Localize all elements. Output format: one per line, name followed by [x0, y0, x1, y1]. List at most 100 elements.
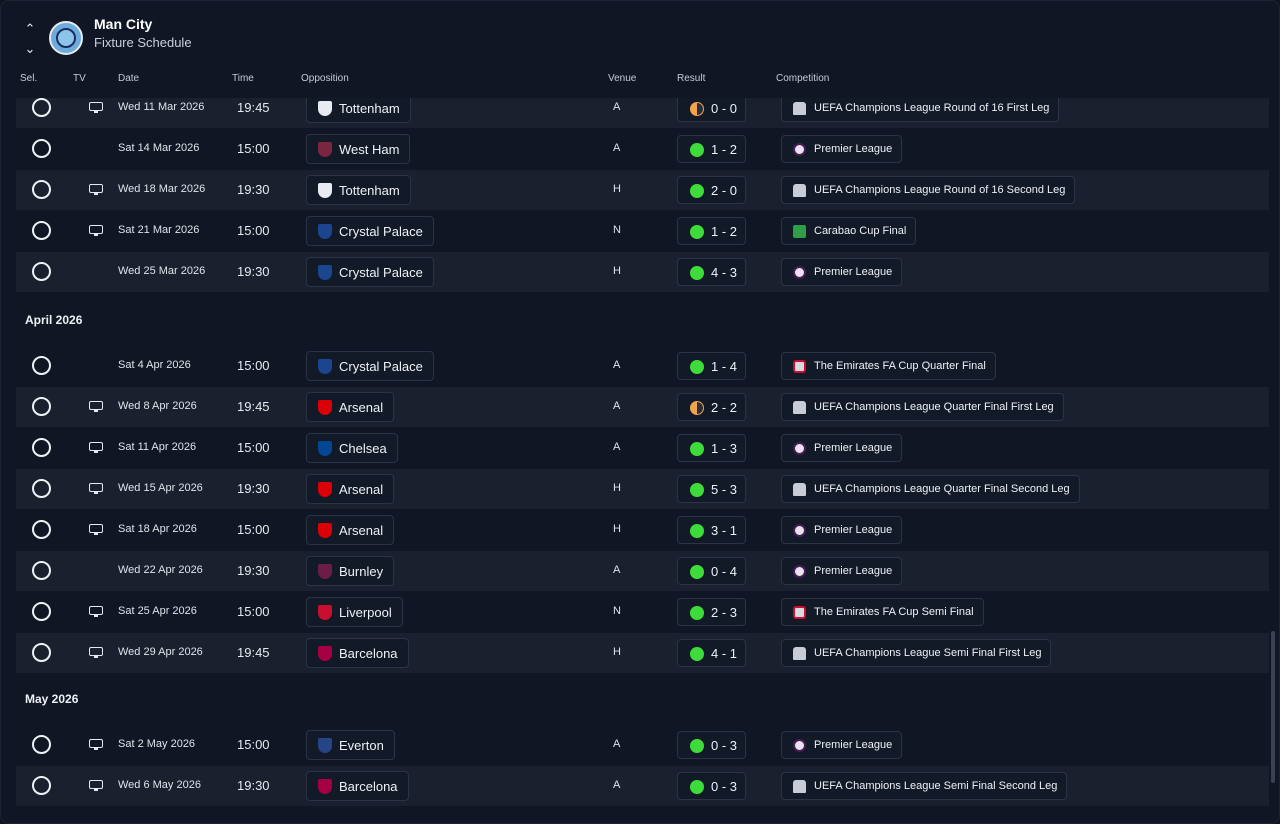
competition-button[interactable]: Premier League [781, 258, 903, 286]
opposition-button[interactable]: West Ham [306, 134, 411, 164]
result-button[interactable]: 1 - 2 [677, 135, 746, 163]
competition-button[interactable]: Premier League [781, 135, 903, 163]
competition-button[interactable]: UEFA Champions League Round of 16 Second… [781, 176, 1076, 204]
fixture-row[interactable]: Sat 25 Apr 2026 15:00 Liverpool N 2 - 3 The E… [16, 592, 1269, 632]
chevron-down-icon[interactable]: ⌄ [24, 41, 36, 56]
column-header-date[interactable]: Date [118, 73, 140, 84]
select-radio[interactable] [32, 139, 51, 158]
select-radio[interactable] [32, 776, 51, 795]
result-button[interactable]: 0 - 3 [677, 772, 746, 800]
fixture-row[interactable]: Wed 29 Apr 2026 19:45 Barcelona H 4 - 1 UEFA … [16, 633, 1269, 673]
select-radio[interactable] [32, 221, 51, 240]
result-score: 3 - 1 [711, 523, 738, 538]
fixture-row[interactable]: Wed 22 Apr 2026 19:30 Burnley A 0 - 4 Premier… [16, 551, 1269, 591]
competition-button[interactable]: UEFA Champions League Quarter Final Seco… [781, 475, 1080, 503]
opposition-button[interactable]: Crystal Palace [306, 351, 434, 381]
result-button[interactable]: 2 - 3 [677, 598, 746, 626]
column-header-venue[interactable]: Venue [608, 73, 637, 84]
select-radio[interactable] [32, 735, 51, 754]
result-win-icon [690, 442, 704, 456]
result-button[interactable]: 2 - 2 [677, 393, 746, 421]
competition-button[interactable]: UEFA Champions League Quarter Final Firs… [781, 393, 1064, 421]
fixture-row[interactable]: Sat 21 Mar 2026 15:00 Crystal Palace N 1 - 2… [16, 211, 1269, 251]
result-button[interactable]: 5 - 3 [677, 475, 746, 503]
select-radio[interactable] [32, 643, 51, 662]
select-radio[interactable] [32, 438, 51, 457]
fixture-row[interactable]: Wed 11 Mar 2026 19:45 Tottenham A 0 - 0 UEFA … [16, 98, 1269, 128]
chevron-up-icon[interactable]: ⌃ [24, 21, 36, 36]
competition-button[interactable]: UEFA Champions League Round of 16 First … [781, 98, 1060, 122]
select-radio[interactable] [32, 397, 51, 416]
select-radio[interactable] [32, 98, 51, 117]
fixture-row[interactable]: Sat 2 May 2026 15:00 Everton A 0 - 3 Premier … [16, 725, 1269, 765]
select-radio[interactable] [32, 180, 51, 199]
fixture-row[interactable]: Sat 11 Apr 2026 15:00 Chelsea A 1 - 3 Premier… [16, 428, 1269, 468]
result-button[interactable]: 1 - 3 [677, 434, 746, 462]
opposition-button[interactable]: Arsenal [306, 474, 395, 504]
opposition-button[interactable]: Barcelona [306, 771, 409, 801]
select-radio[interactable] [32, 561, 51, 580]
opposition-button[interactable]: Chelsea [306, 433, 398, 463]
result-win-icon [690, 739, 704, 753]
competition-button[interactable]: UEFA Champions League Semi Final Second … [781, 772, 1068, 800]
fixture-venue: A [613, 142, 621, 154]
select-radio[interactable] [32, 479, 51, 498]
opposition-button[interactable]: Everton [306, 730, 395, 760]
select-radio[interactable] [32, 520, 51, 539]
opposition-button[interactable]: Barcelona [306, 638, 409, 668]
opposition-button[interactable]: Tottenham [306, 175, 411, 205]
result-button[interactable]: 3 - 1 [677, 516, 746, 544]
fixture-time: 15:00 [237, 604, 270, 619]
column-header-opposition[interactable]: Opposition [301, 73, 349, 84]
tv-icon [89, 606, 103, 617]
competition-button[interactable]: Premier League [781, 731, 903, 759]
select-radio[interactable] [32, 602, 51, 621]
result-button[interactable]: 0 - 3 [677, 731, 746, 759]
column-header-sel[interactable]: Sel. [20, 73, 38, 84]
fixture-row[interactable]: Wed 25 Mar 2026 19:30 Crystal Palace H 4 - 3… [16, 252, 1269, 292]
competition-button[interactable]: UEFA Champions League Semi Final First L… [781, 639, 1052, 667]
competition-button[interactable]: Premier League [781, 516, 903, 544]
result-button[interactable]: 2 - 0 [677, 176, 746, 204]
fixture-row[interactable]: Sat 4 Apr 2026 15:00 Crystal Palace A 1 - 4 T… [16, 346, 1269, 386]
fixture-date: Wed 29 Apr 2026 [118, 646, 203, 658]
competition-button[interactable]: Premier League [781, 557, 903, 585]
opposition-button[interactable]: Burnley [306, 556, 395, 586]
opposition-button[interactable]: Crystal Palace [306, 216, 434, 246]
result-button[interactable]: 0 - 4 [677, 557, 746, 585]
result-button[interactable]: 1 - 2 [677, 217, 746, 245]
club-name[interactable]: Man City [94, 16, 153, 32]
fixture-row[interactable]: Wed 18 Mar 2026 19:30 Tottenham H 2 - 0 UEFA … [16, 170, 1269, 210]
scrollbar[interactable] [1271, 631, 1275, 783]
column-header-tv[interactable]: TV [73, 73, 86, 84]
select-radio[interactable] [32, 262, 51, 281]
column-header-result[interactable]: Result [677, 73, 706, 84]
opposition-button[interactable]: Crystal Palace [306, 257, 434, 287]
result-win-icon [690, 524, 704, 538]
fixture-time: 19:30 [237, 481, 270, 496]
fixture-row[interactable]: Wed 8 Apr 2026 19:45 Arsenal A 2 - 2 UEFA Cha… [16, 387, 1269, 427]
opposition-button[interactable]: Arsenal [306, 515, 395, 545]
result-button[interactable]: 0 - 0 [677, 98, 746, 122]
result-button[interactable]: 4 - 3 [677, 258, 746, 286]
competition-button[interactable]: The Emirates FA Cup Semi Final [781, 598, 984, 626]
opposition-name: Everton [339, 737, 384, 753]
fixture-row[interactable]: Wed 6 May 2026 19:30 Barcelona A 0 - 3 UEFA C… [16, 766, 1269, 806]
select-radio[interactable] [32, 356, 51, 375]
fixture-row[interactable]: Sat 18 Apr 2026 15:00 Arsenal H 3 - 1 Premier… [16, 510, 1269, 550]
opposition-button[interactable]: Arsenal [306, 392, 395, 422]
opposition-button[interactable]: Tottenham [306, 98, 411, 123]
result-score: 0 - 3 [711, 779, 738, 794]
fixture-time: 15:00 [237, 223, 270, 238]
competition-button[interactable]: Carabao Cup Final [781, 217, 917, 245]
result-button[interactable]: 1 - 4 [677, 352, 746, 380]
fixture-row[interactable]: Sat 14 Mar 2026 15:00 West Ham A 1 - 2 Premie… [16, 129, 1269, 169]
competition-button[interactable]: The Emirates FA Cup Quarter Final [781, 352, 996, 380]
opposition-button[interactable]: Liverpool [306, 597, 403, 627]
competition-name: Premier League [814, 266, 893, 278]
column-header-time[interactable]: Time [232, 73, 254, 84]
competition-button[interactable]: Premier League [781, 434, 903, 462]
column-header-competition[interactable]: Competition [776, 73, 830, 84]
fixture-row[interactable]: Wed 15 Apr 2026 19:30 Arsenal H 5 - 3 UEFA Ch… [16, 469, 1269, 509]
result-button[interactable]: 4 - 1 [677, 639, 746, 667]
